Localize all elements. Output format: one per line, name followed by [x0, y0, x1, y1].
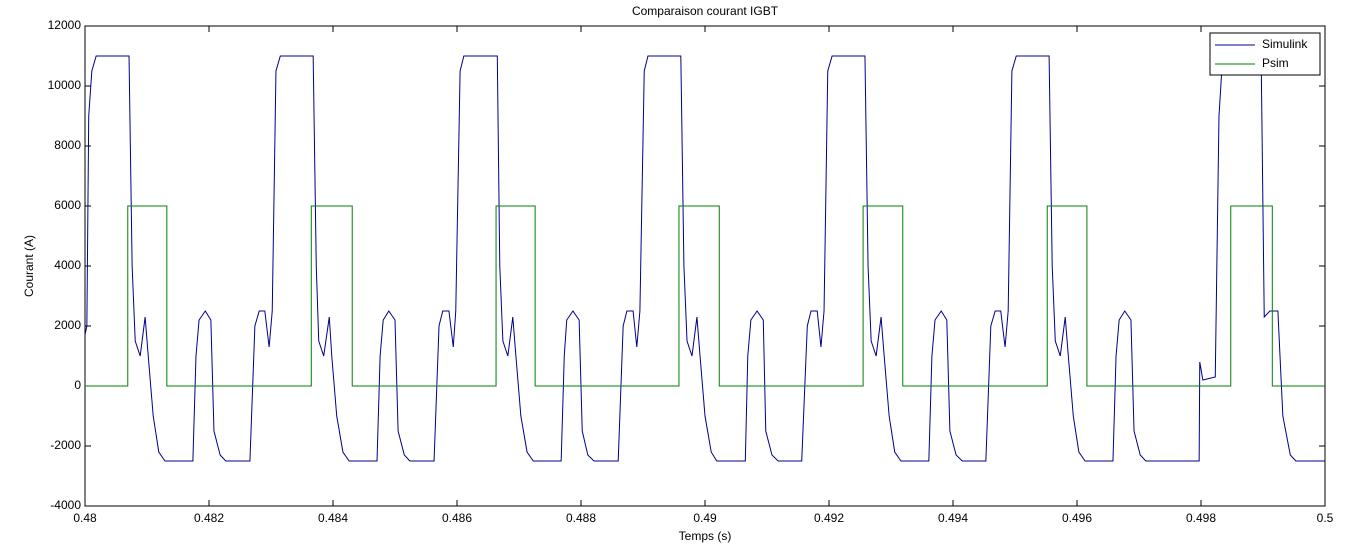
- y-tick-label: -2000: [50, 438, 81, 452]
- x-tick-label: 0.482: [194, 511, 224, 525]
- x-tick-label: 0.484: [318, 511, 348, 525]
- chart-title: Comparaison courant IGBT: [632, 4, 779, 18]
- series-line: [84, 55, 1325, 462]
- y-tick-label: 10000: [48, 78, 82, 92]
- legend-label: Simulink: [1262, 37, 1308, 51]
- plot-area: [84, 25, 1326, 507]
- y-tick-label: 8000: [54, 138, 81, 152]
- x-tick-label: 0.486: [442, 511, 472, 525]
- x-tick-label: 0.48: [73, 511, 97, 525]
- x-tick-label: 0.498: [1186, 511, 1216, 525]
- y-tick-label: 6000: [54, 198, 81, 212]
- y-axis-label: Courant (A): [22, 235, 36, 297]
- x-axis-label: Temps (s): [679, 529, 732, 543]
- series-line: [85, 205, 1325, 387]
- x-tick-label: 0.494: [938, 511, 968, 525]
- x-tick-label: 0.5: [1317, 511, 1334, 525]
- x-tick-label: 0.492: [814, 511, 844, 525]
- x-tick-label: 0.496: [1062, 511, 1092, 525]
- x-tick-label: 0.49: [693, 511, 717, 525]
- legend-label: Psim: [1262, 56, 1289, 70]
- y-tick-label: -4000: [50, 498, 81, 512]
- y-tick-label: 4000: [54, 258, 81, 272]
- y-tick-label: 12000: [48, 18, 82, 32]
- x-tick-label: 0.488: [566, 511, 596, 525]
- y-tick-label: 0: [74, 378, 81, 392]
- y-tick-label: 2000: [54, 318, 81, 332]
- legend-box: [1209, 32, 1321, 76]
